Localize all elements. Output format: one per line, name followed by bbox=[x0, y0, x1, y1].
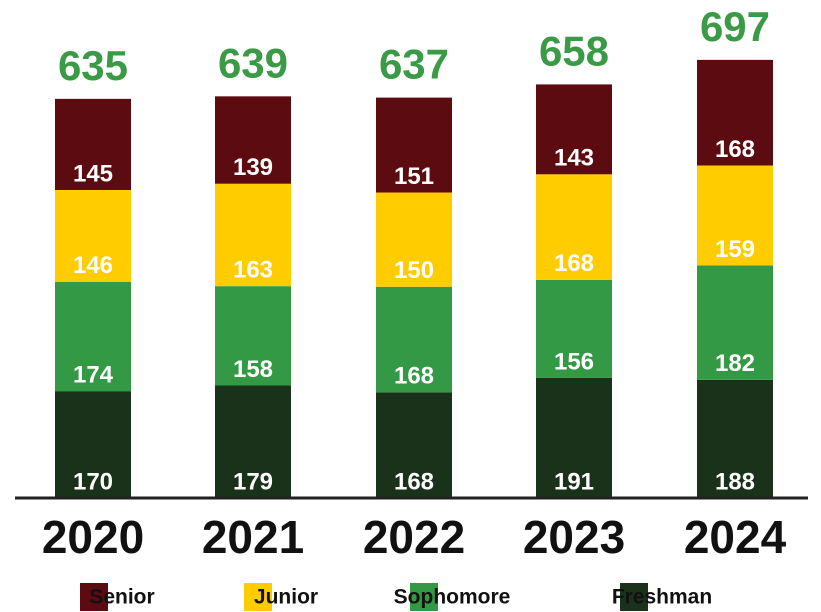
data-label: 143 bbox=[554, 145, 594, 172]
bar-segment bbox=[215, 183, 291, 287]
x-tick-label: 2020 bbox=[42, 511, 144, 563]
data-label: 168 bbox=[394, 468, 434, 495]
total-label: 637 bbox=[379, 41, 449, 88]
data-label: 139 bbox=[233, 154, 273, 181]
bar-segment bbox=[697, 59, 773, 166]
x-tick-label: 2022 bbox=[363, 511, 465, 563]
legend-label: Freshman bbox=[612, 586, 712, 609]
bar-segment bbox=[215, 96, 291, 184]
data-label: 182 bbox=[715, 350, 755, 377]
data-label: 168 bbox=[394, 363, 434, 390]
bar-segment bbox=[215, 385, 291, 498]
data-label: 146 bbox=[73, 252, 113, 279]
bar-segment bbox=[536, 377, 612, 498]
data-label: 188 bbox=[715, 468, 755, 495]
data-label: 174 bbox=[73, 361, 114, 388]
bar-segment bbox=[536, 174, 612, 280]
data-label: 158 bbox=[233, 356, 273, 383]
bar-segment bbox=[55, 190, 131, 282]
data-label: 170 bbox=[73, 468, 113, 495]
x-tick-label: 2023 bbox=[523, 511, 625, 563]
bar-segment bbox=[697, 379, 773, 498]
total-label: 697 bbox=[700, 3, 770, 50]
bar-segment bbox=[697, 165, 773, 266]
legend-label: Junior bbox=[254, 586, 318, 609]
data-label: 179 bbox=[233, 468, 273, 495]
x-tick-label: 2021 bbox=[202, 511, 304, 563]
bar-segment bbox=[55, 98, 131, 190]
total-label: 658 bbox=[539, 27, 609, 74]
bar-segment bbox=[55, 281, 131, 392]
data-label: 151 bbox=[394, 163, 434, 190]
data-label: 163 bbox=[233, 257, 273, 284]
total-label: 635 bbox=[58, 42, 128, 89]
bar-segment bbox=[376, 97, 452, 193]
data-label: 159 bbox=[715, 236, 755, 263]
data-label: 145 bbox=[73, 160, 113, 187]
bar-segment bbox=[376, 392, 452, 498]
legend-swatch bbox=[410, 583, 438, 611]
data-label: 168 bbox=[554, 250, 594, 277]
data-label: 156 bbox=[554, 348, 594, 375]
total-label: 639 bbox=[218, 39, 288, 86]
legend-swatch bbox=[620, 583, 648, 611]
x-tick-label: 2024 bbox=[684, 511, 787, 563]
data-label: 168 bbox=[715, 136, 755, 163]
bar-segment bbox=[697, 265, 773, 380]
legend-label: Senior bbox=[89, 586, 154, 609]
bar-segment bbox=[376, 286, 452, 393]
bar-segment bbox=[536, 279, 612, 378]
data-label: 191 bbox=[554, 468, 594, 495]
bar-segment bbox=[215, 286, 291, 386]
bar-segment bbox=[55, 391, 131, 498]
bar-segment bbox=[376, 192, 452, 287]
legend-label: Sophomore bbox=[394, 586, 511, 609]
legend-swatch bbox=[244, 583, 272, 611]
bar-segment bbox=[536, 84, 612, 175]
data-label: 150 bbox=[394, 257, 434, 284]
legend-swatch bbox=[80, 583, 108, 611]
